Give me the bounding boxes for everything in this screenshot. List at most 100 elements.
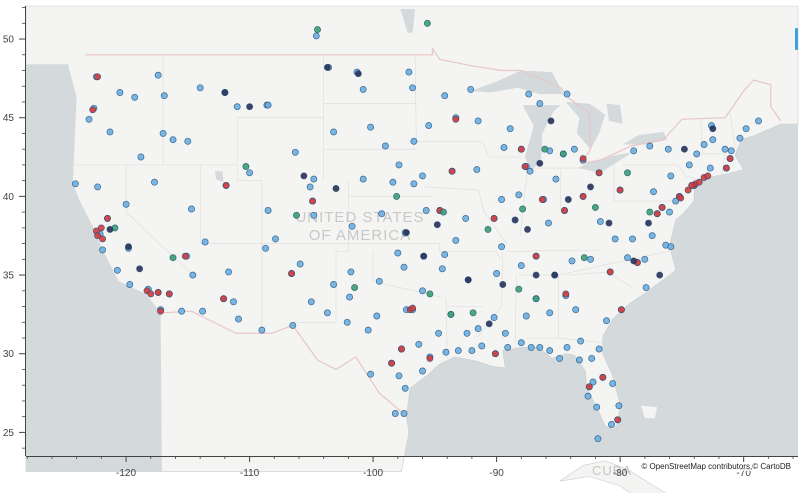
data-point-blue-97 xyxy=(568,257,576,265)
data-point-blue-155 xyxy=(546,309,554,317)
data-point-red-36 xyxy=(409,304,417,312)
data-point-blue-47 xyxy=(664,145,672,153)
data-point-blue-88 xyxy=(736,134,744,142)
data-point-blue-205 xyxy=(137,153,145,161)
great-salt-lake xyxy=(215,171,224,183)
data-point-dark-29 xyxy=(332,185,340,192)
data-point-blue-160 xyxy=(615,402,623,410)
data-point-blue-140 xyxy=(536,100,544,108)
data-point-red-15 xyxy=(614,416,622,424)
data-point-red-40 xyxy=(222,181,230,189)
data-point-blue-28 xyxy=(422,207,430,214)
data-point-blue-104 xyxy=(415,340,423,348)
data-point-red-32 xyxy=(585,383,593,391)
data-point-blue-124 xyxy=(116,89,124,96)
data-point-blue-170 xyxy=(667,172,675,180)
lake-huron xyxy=(565,102,606,150)
data-point-blue-14 xyxy=(225,268,233,276)
data-point-blue-57 xyxy=(603,317,610,325)
data-point-green-7 xyxy=(532,295,540,303)
lake-erie xyxy=(578,152,633,173)
data-point-red-23 xyxy=(684,186,692,194)
data-point-blue-190 xyxy=(419,367,426,375)
data-point-blue-163 xyxy=(611,235,619,243)
data-point-dark-10 xyxy=(524,225,531,233)
state-line-35 xyxy=(476,251,504,339)
data-point-red-52 xyxy=(722,164,730,172)
data-point-red-28 xyxy=(616,186,624,194)
data-point-red-37 xyxy=(388,359,396,367)
data-point-dark-2 xyxy=(125,243,132,251)
data-point-blue-154 xyxy=(522,312,530,320)
state-line-32 xyxy=(622,164,701,181)
data-point-red-27 xyxy=(595,169,603,177)
data-point-blue-168 xyxy=(666,208,673,216)
state-line-5 xyxy=(236,117,263,334)
data-point-blue-171 xyxy=(685,161,693,169)
attribution-prefix: © xyxy=(641,462,650,471)
data-point-red-2 xyxy=(94,232,102,240)
data-point-blue-129 xyxy=(310,175,318,183)
data-point-blue-158 xyxy=(588,354,596,362)
data-point-red-21 xyxy=(726,155,734,163)
data-point-dark-14 xyxy=(645,219,652,227)
data-point-blue-215 xyxy=(230,298,237,306)
data-point-blue-181 xyxy=(359,175,367,183)
data-point-dark-12 xyxy=(587,183,594,191)
data-point-dark-24 xyxy=(536,159,544,167)
data-point-blue-203 xyxy=(184,137,192,145)
data-point-green-1 xyxy=(314,26,321,34)
data-point-dark-3 xyxy=(106,225,114,233)
basemap[interactable] xyxy=(25,5,799,498)
data-point-blue-208 xyxy=(188,205,195,213)
data-point-blue-192 xyxy=(468,347,476,355)
lake-winnipeg xyxy=(400,9,416,33)
data-point-blue-63 xyxy=(490,314,498,321)
data-point-blue-179 xyxy=(367,123,375,131)
data-point-red-22 xyxy=(695,178,703,186)
cartodb-link[interactable]: CartoDB xyxy=(760,462,791,471)
data-point-blue-138 xyxy=(525,90,533,98)
data-point-blue-164 xyxy=(624,254,631,262)
data-point-blue-112 xyxy=(189,271,197,279)
data-point-blue-161 xyxy=(593,403,601,411)
data-point-red-35 xyxy=(532,252,540,260)
data-point-dark-4 xyxy=(221,89,229,96)
data-point-blue-206 xyxy=(122,200,130,208)
data-point-blue-159 xyxy=(609,380,617,388)
data-point-red-3 xyxy=(99,235,107,243)
state-line-31 xyxy=(506,249,600,252)
country-label-line1: UNITED STATES xyxy=(295,209,424,226)
data-point-blue-107 xyxy=(343,318,351,326)
data-point-blue-81 xyxy=(595,345,603,353)
data-point-dark-17 xyxy=(485,320,493,328)
data-point-red-33 xyxy=(599,373,607,381)
data-point-green-12 xyxy=(624,169,631,177)
openstreetmap-link[interactable]: OpenStreetMap xyxy=(649,462,706,471)
data-point-blue-193 xyxy=(504,343,512,351)
state-line-19 xyxy=(445,297,448,359)
data-point-red-53 xyxy=(677,194,685,202)
data-point-blue-191 xyxy=(454,347,462,355)
data-point-blue-187 xyxy=(400,410,408,417)
map-place-labels: UNITED STATES OF AMERICA CUBA xyxy=(295,209,631,478)
data-point-blue-132 xyxy=(381,142,389,150)
plot-scroll-handle[interactable] xyxy=(795,28,798,50)
data-point-blue-100 xyxy=(498,243,506,251)
data-point-blue-194 xyxy=(536,343,544,351)
data-point-blue-25 xyxy=(419,172,426,180)
state-line-9 xyxy=(291,180,349,323)
state-line-22 xyxy=(519,169,528,236)
data-point-blue-214 xyxy=(258,326,266,334)
data-point-blue-16 xyxy=(289,321,297,329)
data-point-green-3 xyxy=(541,145,549,153)
data-point-green-15 xyxy=(242,163,250,170)
data-point-red-29 xyxy=(490,214,498,222)
data-point-blue-141 xyxy=(570,145,578,153)
map-attribution: © OpenStreetMap contributors,© CartoDB xyxy=(639,462,793,471)
data-point-blue-180 xyxy=(395,161,403,169)
data-point-blue-130 xyxy=(330,128,338,136)
data-point-blue-94 xyxy=(629,235,636,243)
data-point-green-4 xyxy=(559,150,567,158)
